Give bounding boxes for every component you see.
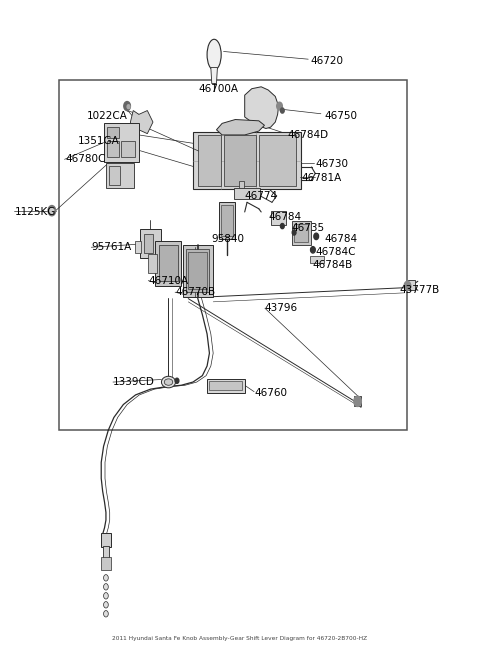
Bar xyxy=(109,166,120,185)
Circle shape xyxy=(50,208,54,214)
Bar xyxy=(354,396,361,406)
Bar xyxy=(186,248,209,292)
Circle shape xyxy=(354,396,361,407)
Circle shape xyxy=(280,108,284,113)
Ellipse shape xyxy=(161,376,176,388)
Text: 46710A: 46710A xyxy=(148,276,188,286)
Bar xyxy=(209,381,242,390)
Text: 2011 Hyundai Santa Fe Knob Assembly-Gear Shift Lever Diagram for 46720-2B700-HZ: 2011 Hyundai Santa Fe Knob Assembly-Gear… xyxy=(112,636,368,641)
Bar xyxy=(219,202,235,239)
Text: 46780C: 46780C xyxy=(65,155,106,164)
Circle shape xyxy=(48,206,56,215)
Bar xyxy=(103,546,109,559)
Bar xyxy=(221,205,233,236)
Bar xyxy=(121,141,134,157)
Circle shape xyxy=(292,230,296,235)
Bar xyxy=(310,255,324,263)
Ellipse shape xyxy=(104,610,108,617)
Polygon shape xyxy=(131,111,153,134)
Bar xyxy=(59,81,407,430)
Circle shape xyxy=(404,281,411,290)
Text: 46750: 46750 xyxy=(324,111,358,121)
Bar xyxy=(101,557,110,570)
Text: 46784B: 46784B xyxy=(313,259,353,270)
Polygon shape xyxy=(211,67,217,84)
Bar xyxy=(101,533,111,547)
Text: 46784: 46784 xyxy=(324,234,358,244)
Bar xyxy=(271,211,286,225)
Circle shape xyxy=(175,378,179,383)
Bar xyxy=(104,123,139,162)
Ellipse shape xyxy=(207,39,221,70)
Bar xyxy=(106,163,134,187)
Text: 46770B: 46770B xyxy=(175,287,215,297)
Bar xyxy=(408,280,415,290)
Circle shape xyxy=(124,102,131,111)
Bar xyxy=(108,126,119,138)
Text: 46760: 46760 xyxy=(254,388,287,398)
Text: 43796: 43796 xyxy=(265,303,298,313)
Bar xyxy=(140,229,161,258)
Polygon shape xyxy=(245,86,278,128)
Text: 46774: 46774 xyxy=(245,191,278,201)
Bar xyxy=(134,242,141,253)
Circle shape xyxy=(311,247,315,253)
Circle shape xyxy=(276,102,282,110)
Text: 46720: 46720 xyxy=(311,56,344,66)
Text: 46784D: 46784D xyxy=(287,130,328,140)
Text: 1339CD: 1339CD xyxy=(113,377,155,387)
Ellipse shape xyxy=(104,601,108,608)
Bar xyxy=(294,224,308,242)
Text: 95761A: 95761A xyxy=(92,242,132,252)
Bar xyxy=(259,135,297,186)
Text: 1022CA: 1022CA xyxy=(87,111,128,121)
Ellipse shape xyxy=(104,574,108,581)
Bar xyxy=(234,187,260,199)
Text: 46735: 46735 xyxy=(292,223,325,233)
Text: 46730: 46730 xyxy=(315,159,348,169)
Ellipse shape xyxy=(104,584,108,590)
Bar xyxy=(224,135,256,186)
Bar xyxy=(156,241,181,286)
Text: 1351GA: 1351GA xyxy=(78,136,120,146)
Polygon shape xyxy=(216,119,264,135)
Ellipse shape xyxy=(164,379,173,385)
Bar xyxy=(207,379,245,393)
Ellipse shape xyxy=(104,593,108,599)
Circle shape xyxy=(127,105,130,109)
Text: 95840: 95840 xyxy=(212,234,245,244)
Bar xyxy=(159,246,178,280)
Bar xyxy=(292,221,311,246)
Bar xyxy=(193,132,301,189)
Bar xyxy=(108,141,119,157)
Bar xyxy=(182,246,213,297)
Text: 46784C: 46784C xyxy=(315,247,356,257)
Text: 46781A: 46781A xyxy=(301,173,341,183)
Circle shape xyxy=(280,223,284,229)
Text: 46700A: 46700A xyxy=(199,84,239,94)
Circle shape xyxy=(314,233,319,240)
Bar xyxy=(144,234,154,253)
Bar xyxy=(239,181,244,187)
Text: 1125KG: 1125KG xyxy=(15,207,57,217)
Bar xyxy=(188,252,207,289)
Text: 43777B: 43777B xyxy=(400,286,440,295)
Bar xyxy=(148,253,157,273)
Text: 46784: 46784 xyxy=(268,212,301,222)
Bar xyxy=(198,135,221,186)
